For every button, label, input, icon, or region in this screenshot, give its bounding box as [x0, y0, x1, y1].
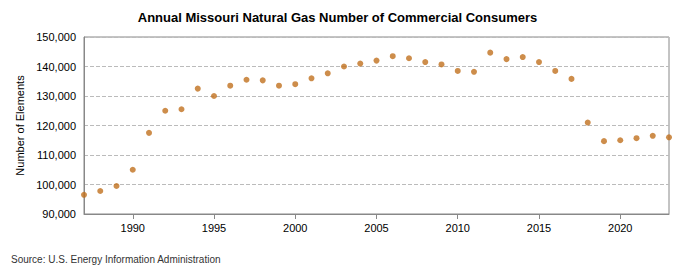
svg-text:Source: U.S. Energy Informatio: Source: U.S. Energy Information Administ…	[11, 254, 221, 265]
svg-text:150,000: 150,000	[36, 31, 76, 43]
svg-text:1990: 1990	[121, 222, 145, 234]
svg-text:140,000: 140,000	[36, 61, 76, 73]
svg-text:130,000: 130,000	[36, 90, 76, 102]
svg-text:100,000: 100,000	[36, 179, 76, 191]
svg-text:2000: 2000	[283, 222, 307, 234]
svg-text:120,000: 120,000	[36, 120, 76, 132]
svg-text:90,000: 90,000	[42, 208, 76, 220]
svg-text:1995: 1995	[202, 222, 226, 234]
svg-text:Number of Elements: Number of Elements	[14, 75, 26, 176]
svg-text:110,000: 110,000	[37, 149, 76, 161]
svg-text:2010: 2010	[446, 222, 470, 234]
svg-text:2005: 2005	[364, 222, 388, 234]
svg-text:2015: 2015	[527, 222, 551, 234]
svg-text:2020: 2020	[608, 222, 632, 234]
svg-text:Annual Missouri Natural Gas Nu: Annual Missouri Natural Gas Number of Co…	[138, 10, 537, 25]
